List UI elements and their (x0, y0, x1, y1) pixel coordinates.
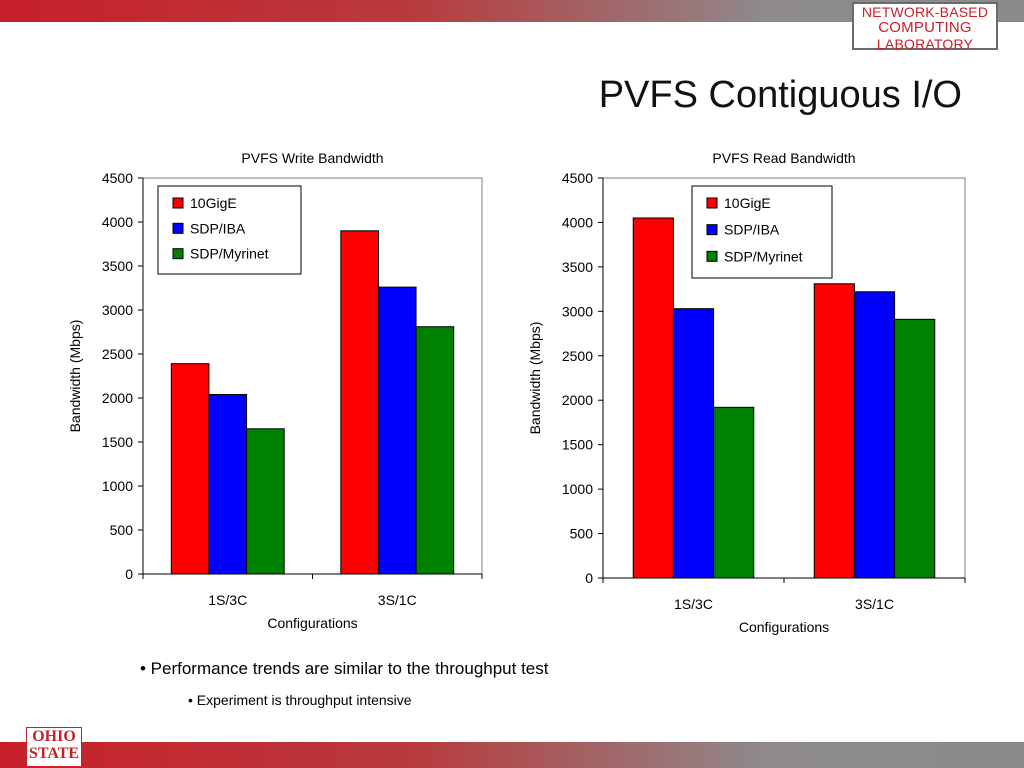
slide-title: PVFS Contiguous I/O (598, 74, 962, 116)
legend-label: SDP/Myrinet (724, 248, 803, 264)
y-tick-label: 500 (570, 526, 594, 542)
legend-swatch (172, 248, 184, 260)
bar (853, 291, 896, 579)
legend-swatch (706, 224, 718, 236)
write-bandwidth-chart: PVFS Write Bandwidth 0 500 1000 1500 2000 2500… (67, 150, 483, 631)
y-tick-label: 4000 (102, 214, 133, 230)
y-tick-label: 0 (125, 566, 133, 582)
logo-line-2: COMPUTING (878, 19, 972, 36)
bar (170, 363, 210, 575)
bar (208, 393, 248, 575)
x-tick-label: 1S/3C (674, 596, 713, 612)
x-tick-label: 3S/1C (855, 596, 894, 612)
osu-line-2: STATE (28, 745, 80, 762)
nbcl-logo: NETWORK-BASED COMPUTING LABORATORY (852, 2, 998, 52)
chart-title: PVFS Read Bandwidth (712, 150, 855, 166)
y-axis-label: Bandwidth (Mbps) (67, 320, 83, 433)
y-tick-label: 500 (110, 522, 134, 538)
bar (340, 230, 379, 575)
y-tick-label: 3000 (562, 303, 593, 319)
y-tick-label: 4000 (562, 214, 593, 230)
y-tick-label: 1000 (102, 478, 133, 494)
ohio-state-logo: OHIO STATE (26, 727, 82, 767)
top-banner (0, 0, 1024, 22)
y-tick-label: 1000 (562, 481, 593, 497)
y-tick-label: 1500 (562, 437, 593, 453)
logo-line-3: LABORATORY (876, 36, 974, 52)
bar (672, 308, 715, 579)
legend-swatch (172, 222, 184, 234)
y-tick-label: 2000 (102, 390, 133, 406)
x-axis-label: Configurations (267, 615, 357, 631)
read-bandwidth-chart: PVFS Read Bandwidth 0 500 1000 1500 2000 2500 3… (527, 150, 966, 635)
legend-label: SDP/Myrinet (190, 246, 269, 262)
bottom-banner (0, 742, 1024, 768)
x-tick-label: 3S/1C (378, 592, 417, 608)
bullet-main: • Performance trends are similar to the … (140, 659, 549, 678)
bar (894, 318, 936, 579)
legend-label: SDP/IBA (190, 220, 246, 236)
y-axis-label: Bandwidth (Mbps) (527, 322, 543, 435)
x-axis-label: Configurations (739, 619, 829, 635)
y-tick-label: 3500 (102, 258, 133, 274)
osu-line-1: OHIO (32, 728, 76, 745)
legend-label: SDP/IBA (724, 222, 780, 238)
y-tick-label: 2500 (102, 346, 133, 362)
y-tick-label: 4500 (562, 170, 593, 186)
x-tick-label: 1S/3C (208, 592, 247, 608)
y-tick-label: 1500 (102, 434, 133, 450)
legend-swatch (172, 197, 184, 209)
legend-label: 10GigE (190, 195, 237, 211)
chart-title: PVFS Write Bandwidth (241, 150, 383, 166)
logo-line-1: NETWORK-BASED (861, 4, 989, 20)
y-tick-label: 3500 (562, 259, 593, 275)
bar (415, 326, 455, 575)
bar (632, 217, 674, 579)
y-tick-label: 3000 (102, 302, 133, 318)
bar (377, 286, 417, 575)
bar (813, 283, 855, 579)
bar (713, 406, 755, 579)
legend-swatch (706, 250, 718, 262)
y-tick-label: 2500 (562, 348, 593, 364)
y-tick-label: 0 (585, 570, 593, 586)
legend-label: 10GigE (724, 195, 771, 211)
legend-swatch (706, 197, 718, 209)
y-tick-label: 4500 (102, 170, 133, 186)
bullet-sub: • Experiment is throughput intensive (188, 692, 412, 708)
y-tick-label: 2000 (562, 392, 593, 408)
bar (246, 428, 285, 575)
